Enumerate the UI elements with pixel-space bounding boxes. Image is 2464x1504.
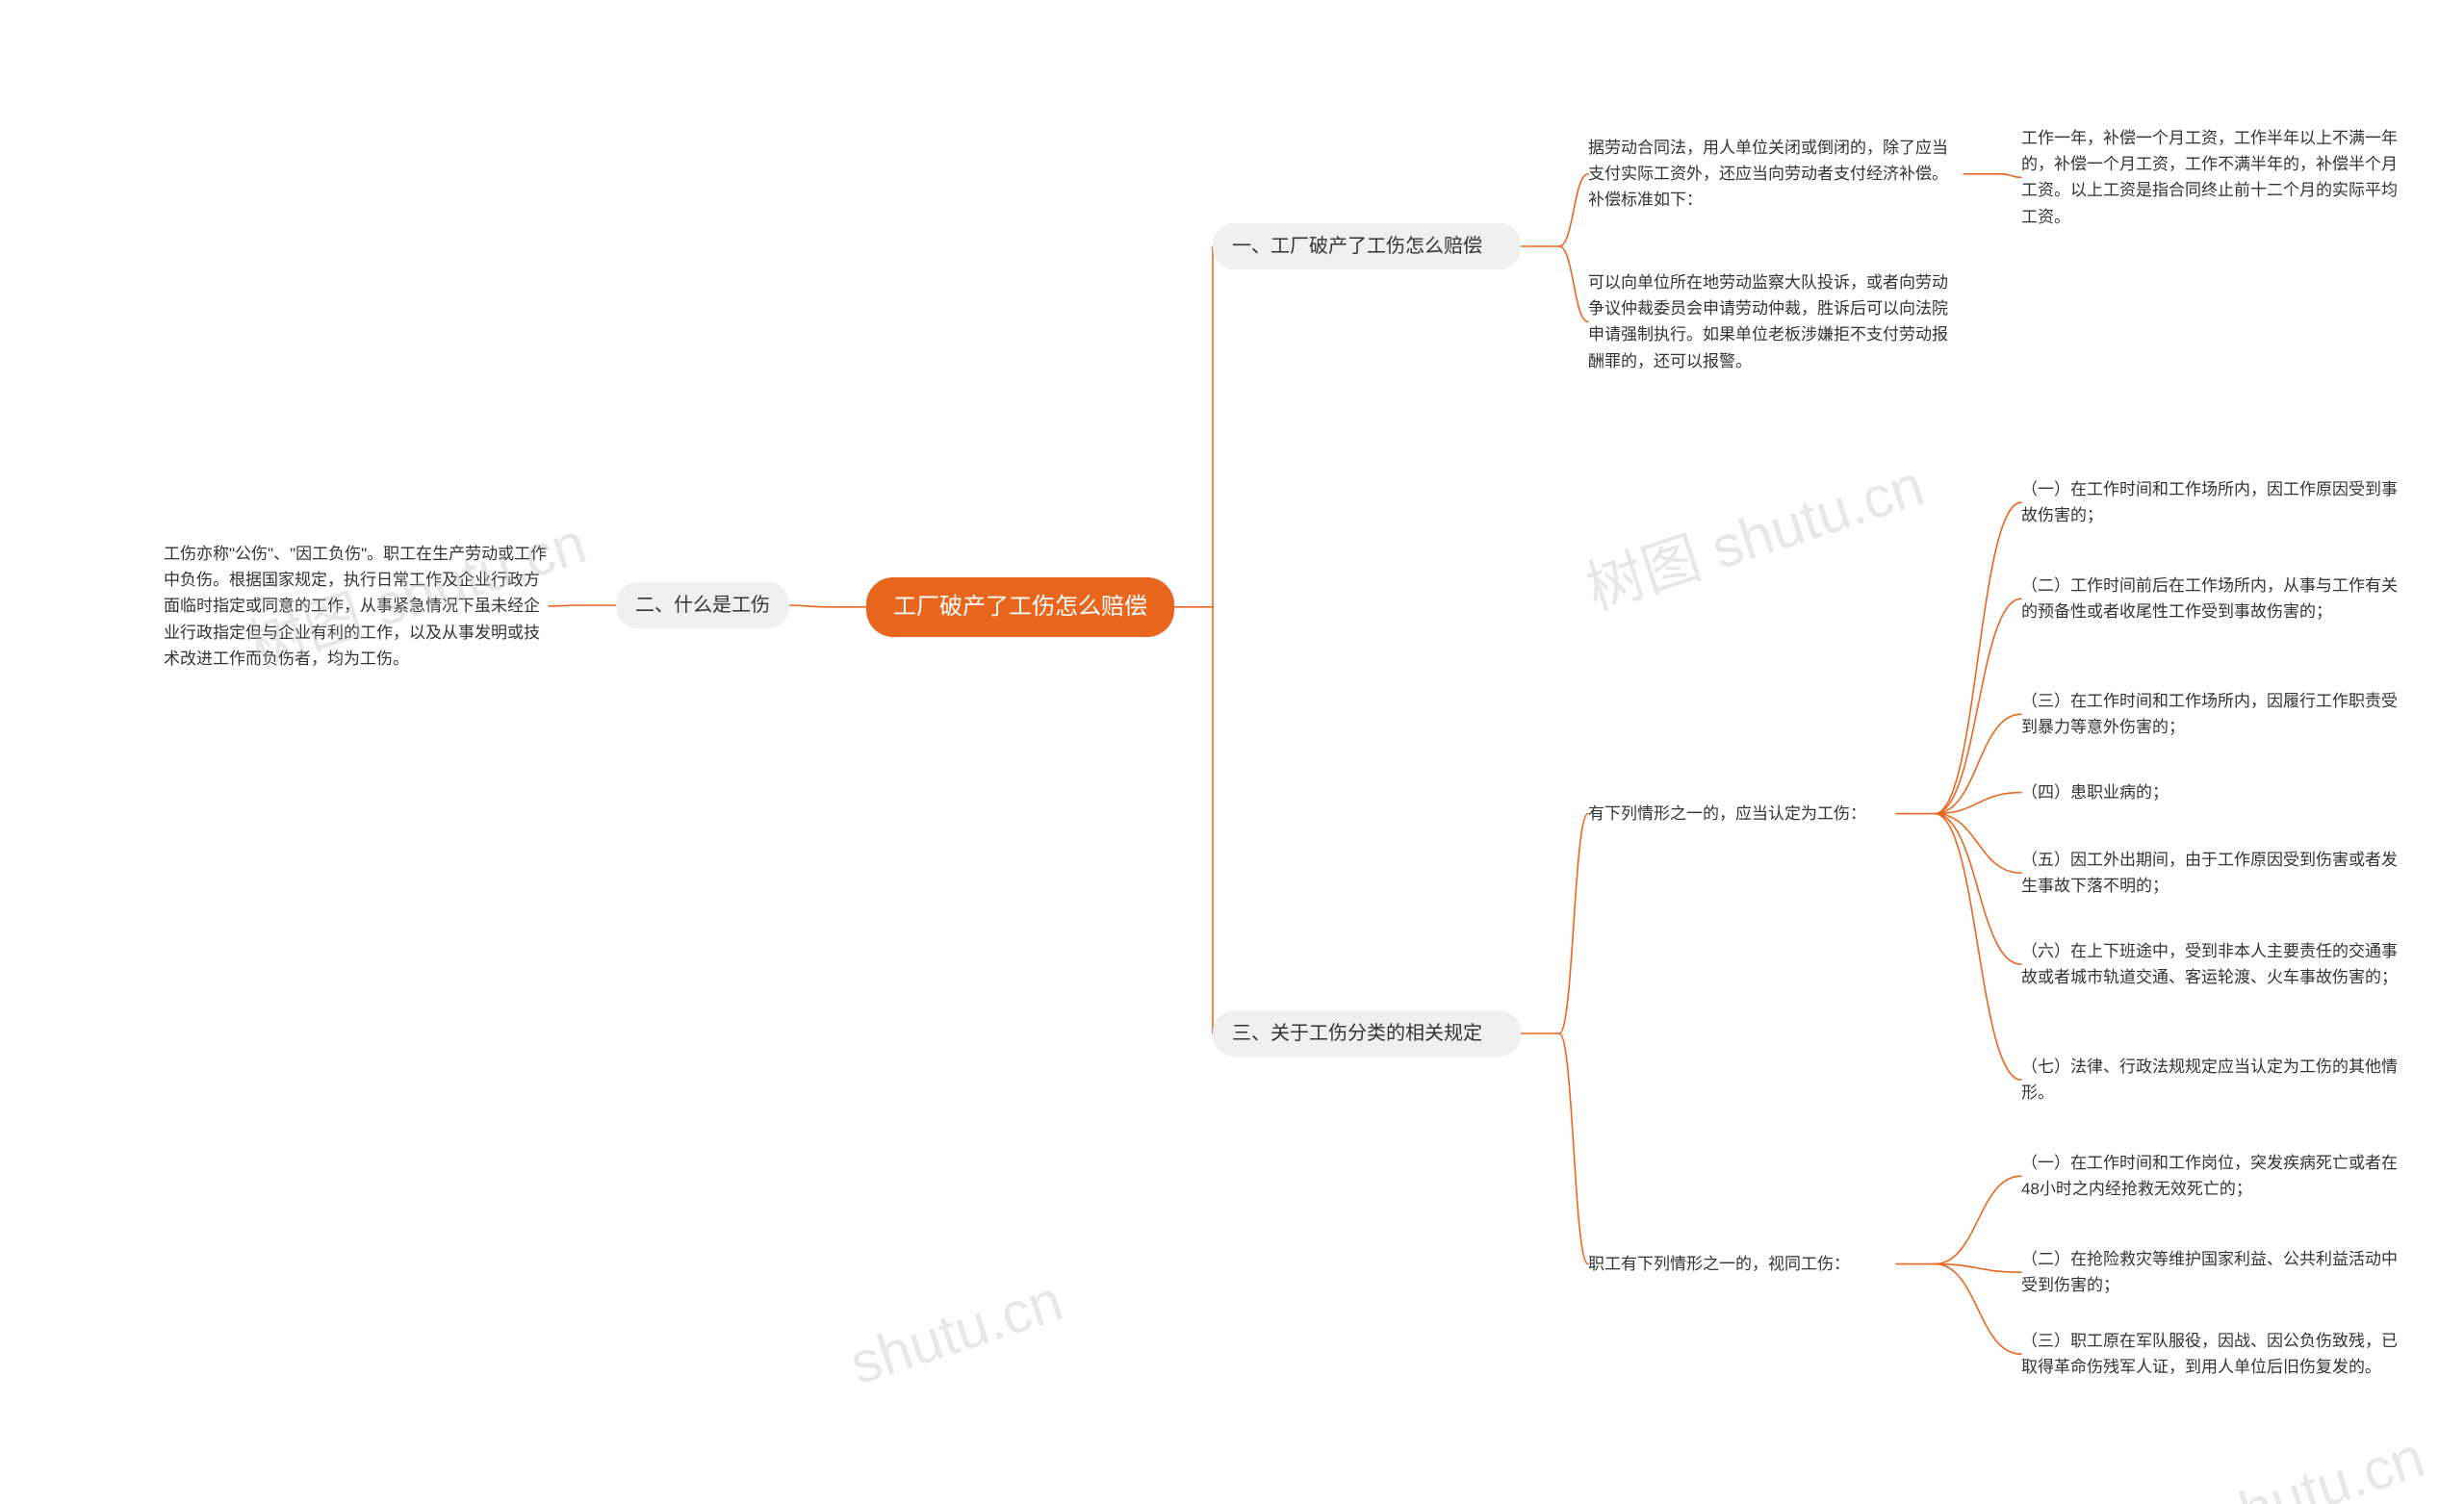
node-b3-g2: 职工有下列情形之一的，视同工伤： bbox=[1588, 1251, 1896, 1277]
watermark: shutu.cn bbox=[842, 1267, 1070, 1398]
node-b3-g1: 有下列情形之一的，应当认定为工伤： bbox=[1588, 801, 1896, 827]
branch-3-label: 三、关于工伤分类的相关规定 bbox=[1232, 1023, 1482, 1044]
leaf-c2: （二）工作时间前后在工作场所内，从事与工作有关的预备性或者收尾性工作受到事故伤害… bbox=[2021, 573, 2406, 625]
branch-2-label: 二、什么是工伤 bbox=[635, 595, 770, 616]
watermark: 树图 shutu.cn bbox=[1574, 439, 1933, 626]
leaf-c6: （六）在上下班途中，受到非本人主要责任的交通事故或者城市轨道交通、客运轮渡、火车… bbox=[2021, 938, 2406, 990]
branch-1-label: 一、工厂破产了工伤怎么赔偿 bbox=[1232, 236, 1482, 257]
leaf-c1: （一）在工作时间和工作场所内，因工作原因受到事故伤害的； bbox=[2021, 476, 2406, 528]
leaf-c4: （四）患职业病的； bbox=[2021, 779, 2406, 805]
leaf-d3: （三）职工原在军队服役，因战、因公负伤致残，已取得革命伤残军人证，到用人单位后旧… bbox=[2021, 1328, 2406, 1380]
branch-3: 三、关于工伤分类的相关规定 bbox=[1213, 1010, 1521, 1057]
leaf-d2: （二）在抢险救灾等维护国家利益、公共利益活动中受到伤害的； bbox=[2021, 1246, 2406, 1298]
leaf-b2-definition: 工伤亦称"公伤"、"因工负伤"。职工在生产劳动或工作中负伤。根据国家规定，执行日… bbox=[164, 541, 549, 672]
node-b1-n2: 可以向单位所在地劳动监察大队投诉，或者向劳动争议仲裁委员会申请劳动仲裁，胜诉后可… bbox=[1588, 269, 1964, 374]
leaf-d1: （一）在工作时间和工作岗位，突发疾病死亡或者在48小时之内经抢救无效死亡的； bbox=[2021, 1150, 2406, 1202]
branch-2: 二、什么是工伤 bbox=[616, 582, 789, 628]
leaf-b1-compensation-standard: 工作一年，补偿一个月工资，工作半年以上不满一年的，补偿一个月工资，工作不满半年的… bbox=[2021, 125, 2406, 230]
branch-1: 一、工厂破产了工伤怎么赔偿 bbox=[1213, 223, 1521, 269]
node-b1-n1: 据劳动合同法，用人单位关闭或倒闭的，除了应当支付实际工资外，还应当向劳动者支付经… bbox=[1588, 135, 1964, 214]
leaf-c7: （七）法律、行政法规规定应当认定为工伤的其他情形。 bbox=[2021, 1054, 2406, 1106]
leaf-c3: （三）在工作时间和工作场所内，因履行工作职责受到暴力等意外伤害的； bbox=[2021, 688, 2406, 740]
root-node: 工厂破产了工伤怎么赔偿 bbox=[866, 577, 1174, 637]
watermark: 树图 shutu.cn bbox=[2074, 1411, 2433, 1504]
leaf-c5: （五）因工外出期间，由于工作原因受到伤害或者发生事故下落不明的； bbox=[2021, 847, 2406, 899]
root-label: 工厂破产了工伤怎么赔偿 bbox=[893, 594, 1147, 620]
